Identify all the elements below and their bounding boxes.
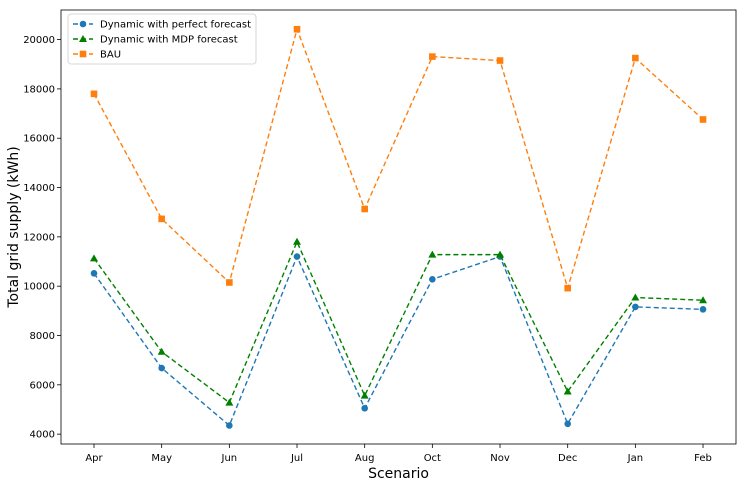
x-tick-label: Nov xyxy=(490,453,510,464)
legend-item: Dynamic with MDP forecast xyxy=(73,35,238,46)
x-tick-label: Apr xyxy=(85,453,103,464)
data-point xyxy=(90,90,98,98)
data-point xyxy=(226,279,233,286)
y-tick-label: 14000 xyxy=(23,183,55,194)
legend-label: Dynamic with MDP forecast xyxy=(100,35,238,46)
legend-frame xyxy=(67,13,257,65)
data-point xyxy=(90,270,98,277)
x-tick-label: Feb xyxy=(694,453,712,464)
y-tick-label: 6000 xyxy=(30,380,55,391)
data-point xyxy=(158,364,165,372)
data-point xyxy=(361,205,368,213)
data-point xyxy=(158,215,165,223)
data-point xyxy=(496,57,504,64)
data-point xyxy=(631,293,640,301)
data-point xyxy=(293,25,301,33)
legend-label: Dynamic with perfect forecast xyxy=(100,20,251,31)
x-axis-title: Scenario xyxy=(368,466,429,482)
series-line xyxy=(93,240,704,404)
y-axis-title: Total grid supply (kWh) xyxy=(6,146,22,308)
legend: Dynamic with perfect forecast Dynamic wit… xyxy=(67,13,257,65)
y-tick-label: 8000 xyxy=(30,331,55,342)
data-point xyxy=(699,296,708,304)
data-point xyxy=(90,254,98,262)
data-point xyxy=(563,387,572,395)
plot-area xyxy=(60,9,737,445)
x-tick-label: Jul xyxy=(290,453,303,464)
x-tick-label: Oct xyxy=(424,453,441,464)
data-point xyxy=(428,250,437,258)
series-layer xyxy=(90,25,708,429)
data-point xyxy=(632,303,639,311)
data-point xyxy=(699,306,707,313)
data-point xyxy=(225,398,234,406)
legend-marker xyxy=(79,20,87,28)
data-point xyxy=(157,347,166,355)
legend-item: BAU xyxy=(73,50,121,61)
y-tick-label: 10000 xyxy=(23,282,55,293)
series-line xyxy=(93,26,704,291)
data-point xyxy=(564,420,571,428)
x-tick-label: Dec xyxy=(558,453,577,464)
series-2 xyxy=(90,237,708,406)
data-point xyxy=(293,253,301,260)
x-tick-label: May xyxy=(151,453,172,464)
series-line xyxy=(93,254,704,427)
data-point xyxy=(564,284,571,292)
data-point xyxy=(360,391,369,399)
y-tick-label: 20000 xyxy=(23,35,55,46)
legend-label: BAU xyxy=(100,50,121,61)
legend-marker xyxy=(79,35,87,42)
y-tick-label: 18000 xyxy=(23,84,55,95)
x-tick-label: Jun xyxy=(221,453,238,464)
x-tick-label: Aug xyxy=(355,453,375,464)
y-tick-label: 4000 xyxy=(30,430,55,441)
data-point xyxy=(429,53,436,60)
data-point xyxy=(699,116,707,123)
y-tick-label: 16000 xyxy=(23,134,55,145)
series-3 xyxy=(90,25,707,292)
data-point xyxy=(293,237,302,245)
data-point xyxy=(361,404,368,412)
data-point xyxy=(496,250,505,258)
x-tick-label: Jan xyxy=(627,453,643,464)
axes-ticks: 4000 6000 8000 10000 12000 14000 16000 18000 200… xyxy=(23,35,712,464)
y-tick-label: 12000 xyxy=(23,232,55,243)
legend-item: Dynamic with perfect forecast xyxy=(73,20,251,31)
data-point xyxy=(226,422,233,429)
data-point xyxy=(429,275,436,283)
legend-marker xyxy=(79,50,87,58)
data-point xyxy=(632,54,639,62)
